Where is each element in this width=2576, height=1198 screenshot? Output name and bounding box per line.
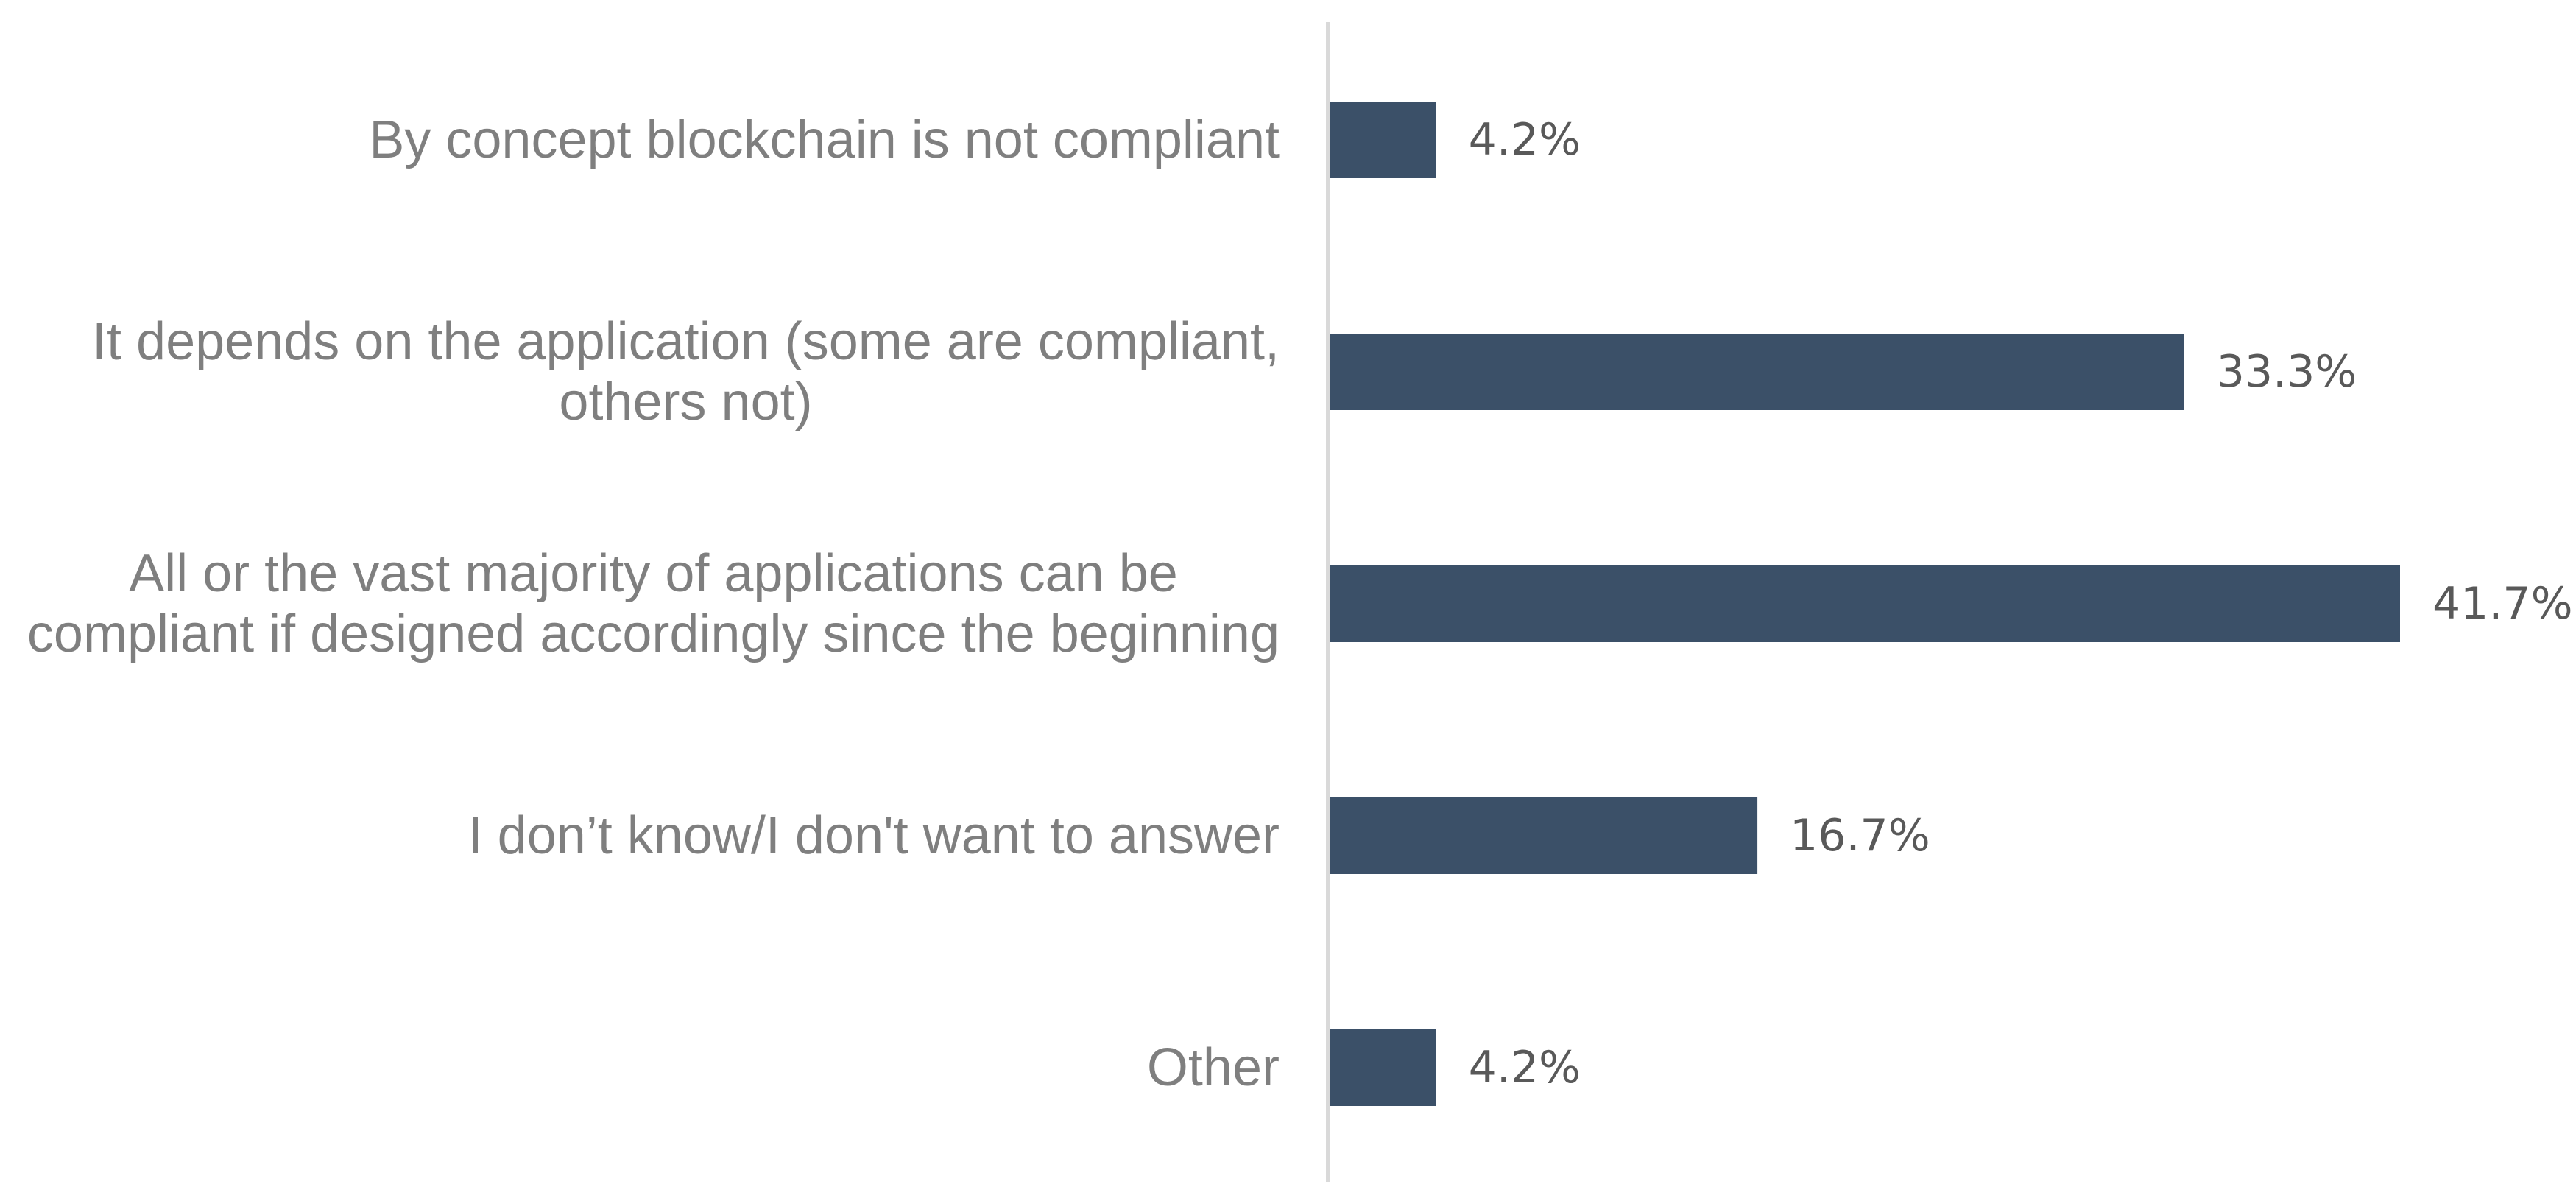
category-labels: By concept blockchain is not compliant It… (27, 110, 1280, 1097)
bars (1328, 102, 2400, 1106)
value-label-3: 16.7% (1790, 810, 1930, 861)
value-label-4: 4.2% (1469, 1042, 1581, 1093)
category-label-2-line-1: compliant if designed accordingly since … (27, 605, 1280, 663)
category-label-3: I don’t know/I don't want to answer (468, 806, 1280, 865)
category-label-4: Other (1147, 1038, 1280, 1097)
category-label-1-line-0: It depends on the application (some are … (92, 312, 1280, 371)
category-label-2-line-0: All or the vast majority of applications… (129, 544, 1178, 603)
value-label-2: 41.7% (2432, 578, 2573, 630)
bar-3 (1328, 797, 1758, 874)
bar-0 (1328, 102, 1436, 178)
value-labels: 4.2% 33.3% 41.7% 16.7% 4.2% (1469, 114, 2573, 1093)
bar-2 (1328, 565, 2400, 642)
category-label-0: By concept blockchain is not compliant (369, 110, 1280, 169)
bar-1 (1328, 334, 2184, 410)
category-label-3-line-0: I don’t know/I don't want to answer (468, 806, 1280, 865)
value-label-1: 33.3% (2217, 346, 2357, 398)
category-label-1-line-1: others not) (559, 373, 812, 431)
category-label-2: All or the vast majority of applications… (27, 544, 1280, 663)
category-label-0-line-0: By concept blockchain is not compliant (369, 110, 1280, 169)
value-label-0: 4.2% (1469, 114, 1581, 166)
bar-4 (1328, 1029, 1436, 1106)
category-label-1: It depends on the application (some are … (92, 312, 1280, 431)
category-label-4-line-0: Other (1147, 1038, 1280, 1097)
